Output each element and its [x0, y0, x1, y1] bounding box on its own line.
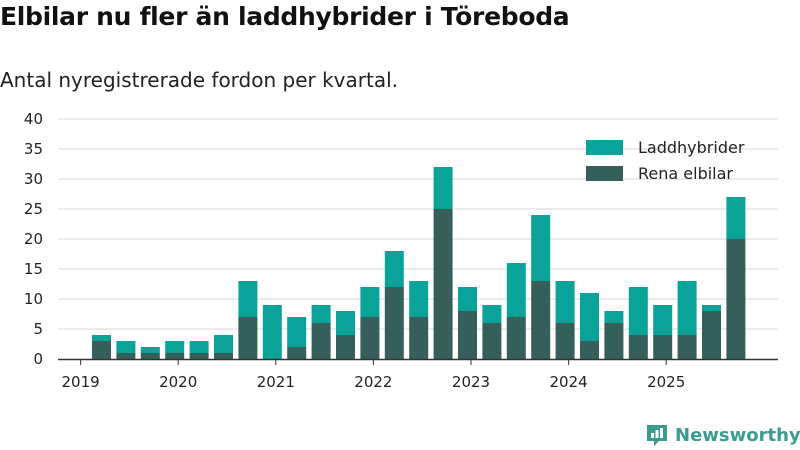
- x-tick-label: 2020: [159, 373, 197, 391]
- bar-rena-elbilar: [311, 323, 331, 359]
- bar-laddhybrider: [287, 317, 307, 347]
- bar-laddhybrider: [214, 335, 233, 353]
- bar-laddhybrider: [604, 311, 624, 323]
- brand-name: Newsworthy: [675, 424, 800, 446]
- bar-laddhybrider: [262, 305, 282, 359]
- bar-rena-elbilar: [458, 311, 477, 359]
- legend: Laddhybrider Rena elbilar: [586, 138, 745, 183]
- legend-rena-elbilar-swatch: [586, 166, 623, 181]
- bar-rena-elbilar: [189, 353, 209, 359]
- bar-laddhybrider: [726, 197, 746, 239]
- bar-rena-elbilar: [726, 239, 746, 359]
- bar-laddhybrider: [384, 251, 404, 287]
- x-tick-label: 2022: [354, 373, 392, 391]
- legend-laddhybrider-swatch: [586, 140, 623, 155]
- bar-laddhybrider: [189, 341, 209, 353]
- bar-laddhybrider: [531, 215, 551, 281]
- y-tick-label: 30: [24, 170, 43, 188]
- brand: Newsworthy: [644, 421, 800, 449]
- bar-laddhybrider: [433, 167, 453, 209]
- bar-rena-elbilar: [336, 335, 355, 359]
- y-axis-ticks: 0 5 10 15 20 25 30 35 40: [24, 110, 43, 368]
- bar-laddhybrider: [92, 335, 111, 341]
- y-tick-label: 25: [24, 200, 43, 218]
- bar-laddhybrider: [140, 347, 160, 353]
- bar-rena-elbilar: [506, 317, 526, 359]
- bar-rena-elbilar: [628, 335, 648, 359]
- bar-rena-elbilar: [287, 347, 307, 359]
- y-tick-label: 40: [24, 110, 43, 128]
- bar-rena-elbilar: [482, 323, 502, 359]
- bar-laddhybrider: [311, 305, 331, 323]
- bar-laddhybrider: [555, 281, 575, 323]
- bar-rena-elbilar: [555, 323, 575, 359]
- x-tick-label: 2024: [550, 373, 588, 391]
- bar-rena-elbilar: [580, 341, 599, 359]
- bar-rena-elbilar: [238, 317, 258, 359]
- bar-rena-elbilar: [116, 353, 136, 359]
- bar-rena-elbilar: [214, 353, 233, 359]
- bar-laddhybrider: [409, 281, 429, 317]
- bar-laddhybrider: [653, 305, 673, 335]
- y-tick-label: 15: [24, 260, 43, 278]
- x-tick-label: 2025: [647, 373, 685, 391]
- legend-laddhybrider-label: Laddhybrider: [638, 138, 745, 157]
- bar-rena-elbilar: [360, 317, 380, 359]
- x-tick-label: 2023: [452, 373, 490, 391]
- bar-rena-elbilar: [165, 353, 185, 359]
- bar-laddhybrider: [360, 287, 380, 317]
- x-tick-label: 2021: [257, 373, 295, 391]
- bar-laddhybrider: [506, 263, 526, 317]
- bar-rena-elbilar: [92, 341, 111, 359]
- bar-laddhybrider: [628, 287, 648, 335]
- bar-rena-elbilar: [433, 209, 453, 359]
- bar-laddhybrider: [336, 311, 355, 335]
- bar-laddhybrider: [165, 341, 185, 353]
- y-tick-label: 10: [24, 290, 43, 308]
- bar-rena-elbilar: [653, 335, 673, 359]
- y-tick-label: 35: [24, 140, 43, 158]
- y-tick-label: 20: [24, 230, 43, 248]
- x-axis-ticks: 2019 2020 2021 2022 2023 2024 2025: [62, 359, 685, 391]
- bar-laddhybrider: [482, 305, 502, 323]
- bar-rena-elbilar: [140, 353, 160, 359]
- bar-rena-elbilar: [604, 323, 624, 359]
- x-tick-label: 2019: [62, 373, 100, 391]
- legend-rena-elbilar-label: Rena elbilar: [638, 164, 733, 183]
- bar-rena-elbilar: [384, 287, 404, 359]
- chart-subtitle: Antal nyregistrerade fordon per kvartal.: [0, 68, 399, 92]
- bar-laddhybrider: [458, 287, 477, 311]
- bar-rena-elbilar: [702, 311, 721, 359]
- bar-laddhybrider: [677, 281, 697, 335]
- grid-lines: [58, 118, 778, 330]
- newsworthy-logo-icon: [647, 425, 667, 446]
- bar-laddhybrider: [238, 281, 258, 317]
- bars: [92, 167, 746, 359]
- y-tick-label: 5: [33, 320, 43, 338]
- bar-laddhybrider: [702, 305, 721, 311]
- bar-rena-elbilar: [677, 335, 697, 359]
- bar-laddhybrider: [580, 293, 599, 341]
- bar-laddhybrider: [116, 341, 136, 353]
- y-tick-label: 0: [33, 350, 43, 368]
- bar-rena-elbilar: [531, 281, 551, 359]
- bar-rena-elbilar: [409, 317, 429, 359]
- chart-title: Elbilar nu fler än laddhybrider i Törebo…: [0, 2, 570, 31]
